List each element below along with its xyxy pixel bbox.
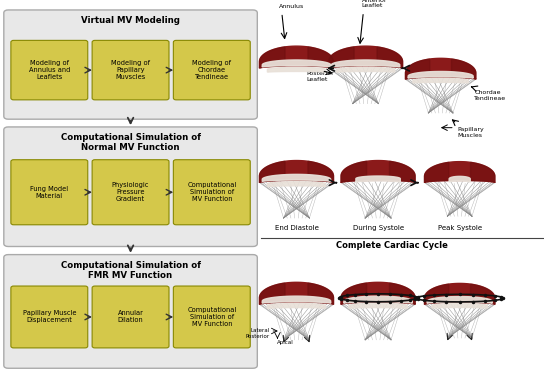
Text: Modeling of
Papillary
Muvscles: Modeling of Papillary Muvscles [111,60,150,80]
Polygon shape [413,79,468,83]
Polygon shape [341,282,415,304]
Polygon shape [390,283,415,304]
FancyBboxPatch shape [92,160,169,225]
Polygon shape [341,161,367,183]
Text: Peak Systole: Peak Systole [437,225,482,231]
Text: Computational Simulation of
FMR MV Function: Computational Simulation of FMR MV Funct… [60,261,201,280]
Polygon shape [329,46,403,68]
Polygon shape [424,284,449,304]
Polygon shape [427,297,492,303]
Polygon shape [308,161,333,183]
Polygon shape [268,304,325,308]
Polygon shape [259,161,285,183]
Polygon shape [449,176,470,182]
Text: Posterior
Leaflet: Posterior Leaflet [306,71,334,82]
FancyBboxPatch shape [11,40,88,100]
Polygon shape [331,60,400,67]
FancyBboxPatch shape [92,286,169,348]
Polygon shape [259,47,285,68]
Polygon shape [424,283,495,304]
Polygon shape [471,284,495,304]
Polygon shape [377,47,403,68]
Text: Virtual MV Modeling: Virtual MV Modeling [81,16,180,25]
Polygon shape [268,68,325,72]
Text: Posterior: Posterior [245,334,269,339]
Text: Physiologic
Pressure
Gradient: Physiologic Pressure Gradient [112,182,149,202]
Polygon shape [424,162,449,183]
Polygon shape [344,296,412,303]
Polygon shape [262,296,331,303]
Polygon shape [329,47,354,68]
FancyBboxPatch shape [11,160,88,225]
Text: Chordae
Tendineae: Chordae Tendineae [474,90,506,101]
Text: Modeling of
Annulus and
Leaflets: Modeling of Annulus and Leaflets [29,60,70,80]
Polygon shape [408,72,473,78]
Text: Computational
Simulation of
MV Function: Computational Simulation of MV Function [187,307,237,327]
FancyBboxPatch shape [4,255,257,368]
FancyBboxPatch shape [92,40,169,100]
Text: Computational Simulation of
Normal MV Function: Computational Simulation of Normal MV Fu… [60,133,201,152]
Polygon shape [341,161,415,183]
Polygon shape [452,59,476,79]
Text: Fung Model
Material: Fung Model Material [30,186,69,199]
Polygon shape [356,176,400,182]
Polygon shape [262,175,331,182]
Polygon shape [405,58,476,79]
FancyBboxPatch shape [174,160,250,225]
Text: Papillary Muscle
Displacement: Papillary Muscle Displacement [22,310,76,324]
Text: Annular
Dilation: Annular Dilation [118,310,144,324]
Text: Anterior
Leaflet: Anterior Leaflet [362,0,387,8]
FancyBboxPatch shape [4,127,257,246]
Text: During Systole: During Systole [353,225,404,231]
Text: Complete Cardiac Cycle: Complete Cardiac Cycle [336,241,448,250]
Polygon shape [259,282,333,304]
FancyBboxPatch shape [174,40,250,100]
Polygon shape [337,68,394,72]
Polygon shape [259,283,285,304]
Polygon shape [259,161,333,183]
Text: Apical: Apical [277,340,294,345]
Text: Annulus: Annulus [279,4,304,9]
Polygon shape [268,182,325,187]
Polygon shape [262,60,331,67]
Polygon shape [432,304,487,308]
Text: End Diastole: End Diastole [275,225,318,231]
Polygon shape [471,162,495,183]
FancyBboxPatch shape [11,286,88,348]
Polygon shape [424,162,495,183]
FancyBboxPatch shape [174,286,250,348]
FancyBboxPatch shape [4,10,257,119]
Text: Computational
Simulation of
MV Function: Computational Simulation of MV Function [187,182,237,202]
Text: Lateral: Lateral [250,328,269,334]
Polygon shape [390,161,415,183]
Polygon shape [341,283,367,304]
Polygon shape [308,283,333,304]
Polygon shape [349,304,407,308]
Text: Modeling of
Chordae
Tendineae: Modeling of Chordae Tendineae [192,60,231,80]
Polygon shape [405,59,430,79]
Polygon shape [308,47,333,68]
Text: Papillary
Muscles: Papillary Muscles [457,127,484,138]
Polygon shape [259,46,333,68]
